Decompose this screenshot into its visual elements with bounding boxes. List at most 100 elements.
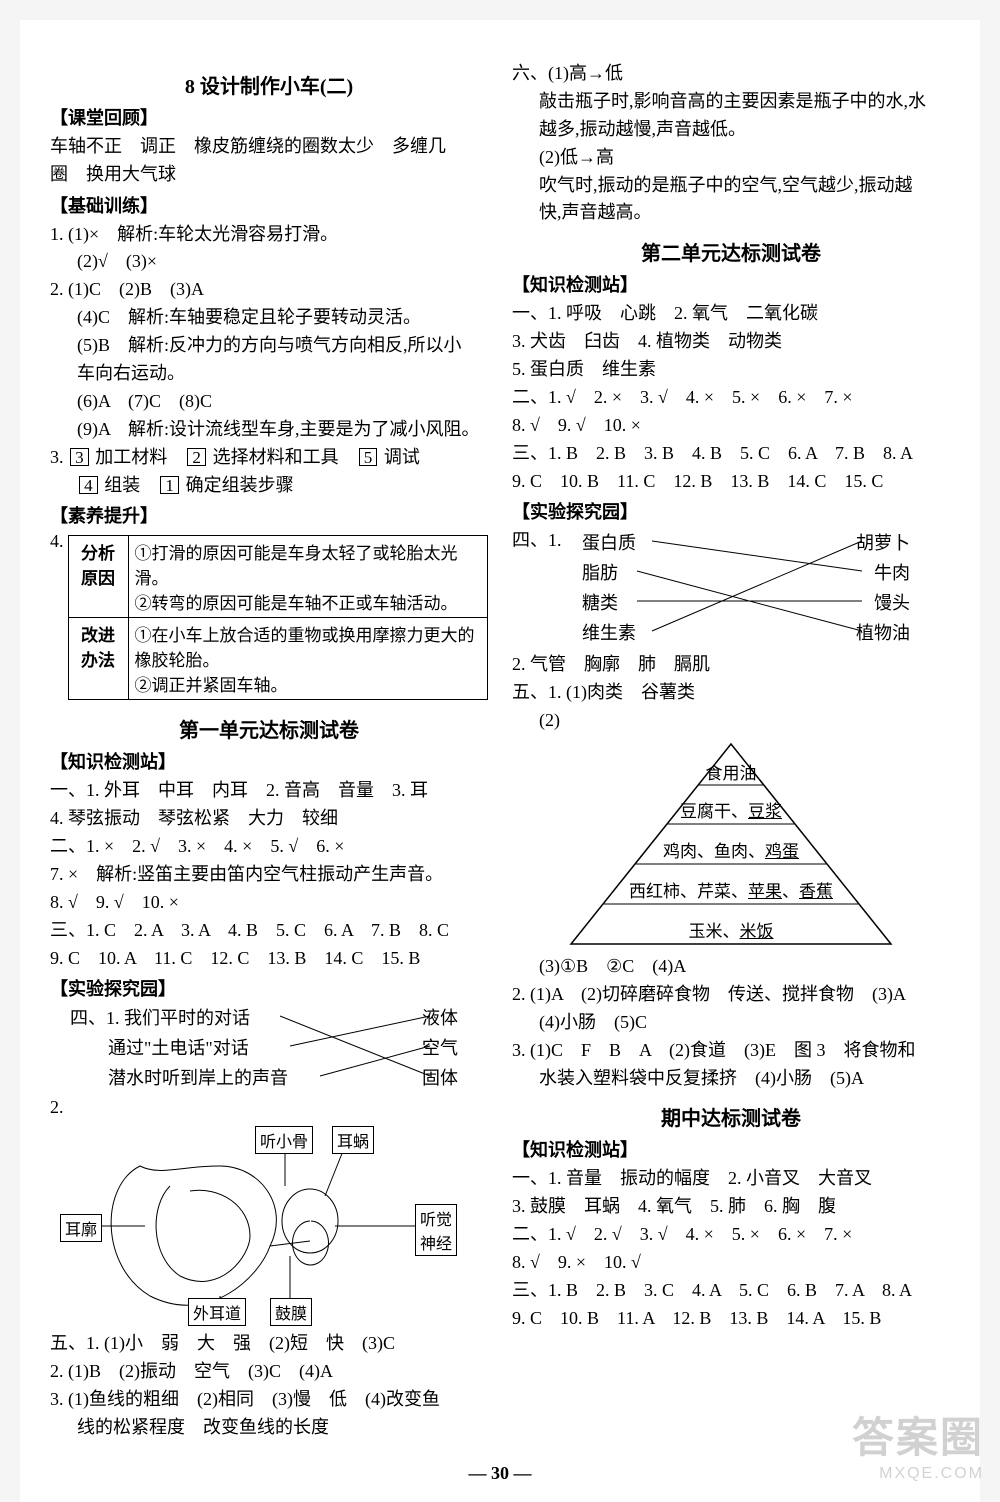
text-line: 三、1. B 2. B 3. B 4. B 5. C 6. A 7. B 8. …: [512, 440, 950, 468]
text-line: (3)①B ②C (4)A: [512, 953, 950, 981]
head-knowledge: 【知识检测站】: [512, 1137, 950, 1165]
text-line: 快,声音越高。: [512, 199, 950, 227]
q3-line1: 3. 3 加工材料 2 选择材料和工具 5 调试: [50, 444, 488, 472]
text-line: 9. C 10. B 11. A 12. B 13. B 14. A 15. B: [512, 1305, 950, 1333]
text-line: 线的松紧程度 改变鱼线的长度: [50, 1414, 488, 1442]
right-column: 六、(1)高→低 敲击瓶子时,影响音高的主要因素是瓶子中的水,水 越多,振动越慢…: [512, 60, 950, 1442]
text-line: 7. × 解析:竖笛主要由笛内空气柱振动产生声音。: [50, 861, 488, 889]
text-line: 五、1. (1)小 弱 大 强 (2)短 快 (3)C: [50, 1330, 488, 1358]
pyr-underline: 鸡蛋: [765, 842, 799, 861]
ear-label-erkuo: 耳廓: [60, 1214, 102, 1242]
food-pyramid: 食用油 豆腐干、豆浆 鸡肉、鱼肉、鸡蛋 西红柿、芹菜、苹果、香蕉 玉米、米饭: [561, 739, 901, 949]
text-line: (2)低→高: [512, 144, 950, 172]
table-cell: ①打滑的原因可能是车身太轻了或轮胎太光滑。 ②转弯的原因可能是车轴不正或车轴活动…: [128, 536, 488, 618]
ear-label-gumo: 鼓膜: [270, 1298, 312, 1326]
text-line: (2): [512, 707, 950, 735]
ear-label-tingjue: 听觉 神经: [415, 1204, 457, 1256]
connection-lines: [70, 1004, 510, 1094]
pyr-text: 鸡肉、鱼肉、: [663, 842, 765, 861]
analysis-table: 分析 原因 ①打滑的原因可能是车身太轻了或轮胎太光滑。 ②转弯的原因可能是车轴不…: [68, 535, 489, 700]
text-line: 二、1. × 2. √ 3. × 4. × 5. √ 6. ×: [50, 833, 488, 861]
step-box: 4: [79, 476, 98, 495]
ear-label-waierdao: 外耳道: [188, 1298, 246, 1326]
text-line: 车轴不正 调正 橡皮筋缠绕的圈数太少 多缠几: [50, 133, 488, 161]
watermark-url: MXQE.COM: [852, 1465, 984, 1483]
step-text: 组装: [100, 475, 159, 495]
text-line: 一、1. 呼吸 心跳 2. 氧气 二氧化碳: [512, 300, 950, 328]
text-line: 8. √ 9. × 10. √: [512, 1249, 950, 1277]
table-cell: ①在小车上放合适的重物或换用摩擦力更大的橡胶轮胎。 ②调正并紧固车轴。: [128, 618, 488, 700]
unit1-title: 第一单元达标测试卷: [50, 714, 488, 743]
text-line: 3. 鼓膜 耳蜗 4. 氧气 5. 肺 6. 胸 腹: [512, 1193, 950, 1221]
pyr-text: 玉米、: [689, 922, 740, 941]
text-line: 3. (1)C F B A (2)食道 (3)E 图 3 将食物和: [512, 1037, 950, 1065]
text-line: (2)√ (3)×: [50, 248, 488, 276]
step-text: 选择材料和工具: [208, 447, 357, 467]
text-line: 3. (1)鱼线的粗细 (2)相同 (3)慢 低 (4)改变鱼: [50, 1386, 488, 1414]
step-box: 5: [359, 448, 378, 467]
ear-label-erwo: 耳蜗: [332, 1126, 374, 1154]
text-line: 1. (1)× 解析:车轮太光滑容易打滑。: [50, 221, 488, 249]
text-line: 二、1. √ 2. √ 3. √ 4. × 5. × 6. × 7. ×: [512, 1221, 950, 1249]
text-line: 吹气时,振动的是瓶子中的空气,空气越少,振动越: [512, 172, 950, 200]
text-line: 越多,振动越慢,声音越低。: [512, 116, 950, 144]
head-experiment: 【实验探究园】: [512, 499, 950, 527]
text-line: (4)C 解析:车轴要稳定且轮子要转动灵活。: [50, 304, 488, 332]
text-line: 2. (1)B (2)振动 空气 (3)C (4)A: [50, 1358, 488, 1386]
pyr-tier: 鸡肉、鱼肉、鸡蛋: [561, 837, 901, 862]
match-prefix: 四、1.: [512, 527, 562, 555]
connection-diagram: 四、1. 我们平时的对话 通过"土电话"对话 潜水时听到岸上的声音 液体 空气 …: [70, 1004, 488, 1094]
text-line: 2. (1)A (2)切碎磨碎食物 传送、搅拌食物 (3)A: [512, 981, 950, 1009]
text-line: 9. C 10. A 11. C 12. C 13. B 14. C 15. B: [50, 945, 488, 973]
unit2-title: 第二单元达标测试卷: [512, 237, 950, 266]
pyr-text: 、: [782, 882, 799, 901]
text-line: 2. 气管 胸廓 肺 膈肌: [512, 651, 950, 679]
q3-prefix: 3.: [50, 447, 68, 467]
head-suyang: 【素养提升】: [50, 503, 488, 531]
text-line: (4)小肠 (5)C: [512, 1009, 950, 1037]
pyr-tier: 食用油: [561, 759, 901, 784]
text-line: 三、1. C 2. A 3. A 4. B 5. C 6. A 7. B 8. …: [50, 917, 488, 945]
pyr-underline: 米饭: [740, 922, 774, 941]
step-box: 1: [160, 476, 179, 495]
watermark: 答案圈 MXQE.COM: [852, 1404, 984, 1483]
pyr-underline: 苹果: [748, 882, 782, 901]
pyr-underline: 香蕉: [799, 882, 833, 901]
step-text: 加工材料: [91, 447, 186, 467]
match-diagram: 蛋白质 脂肪 糖类 维生素 胡萝卜 牛肉 馒头 植物油: [582, 529, 950, 649]
text-line: 敲击瓶子时,影响音高的主要因素是瓶子中的水,水: [512, 88, 950, 116]
head-knowledge: 【知识检测站】: [512, 272, 950, 300]
text-line: (6)A (7)C (8)C: [50, 388, 488, 416]
ear-diagram: 耳廓 听小骨 耳蜗 听觉 神经 外耳道 鼓膜: [60, 1126, 480, 1326]
q2-ear: 2.: [50, 1094, 488, 1122]
text-line: 水装入塑料袋中反复揉挤 (4)小肠 (5)A: [512, 1065, 950, 1093]
table-cell: 改进 办法: [68, 618, 128, 700]
table-cell: 分析 原因: [68, 536, 128, 618]
section-8-title: 8 设计制作小车(二): [50, 70, 488, 99]
text-line: (5)B 解析:反冲力的方向与喷气方向相反,所以小: [50, 332, 488, 360]
page: 8 设计制作小车(二) 【课堂回顾】 车轴不正 调正 橡皮筋缠绕的圈数太少 多缠…: [20, 20, 980, 1502]
midterm-title: 期中达标测试卷: [512, 1102, 950, 1131]
text-line: (9)A 解析:设计流线型车身,主要是为了减小风阻。: [50, 416, 488, 444]
text-line: 一、1. 外耳 中耳 内耳 2. 音高 音量 3. 耳: [50, 777, 488, 805]
page-number: — 30 —: [469, 1463, 532, 1484]
pyr-tier: 西红柿、芹菜、苹果、香蕉: [561, 877, 901, 902]
pyr-tier: 豆腐干、豆浆: [561, 797, 901, 822]
text-line: 4. 琴弦振动 琴弦松紧 大力 较细: [50, 805, 488, 833]
step-box: 2: [187, 448, 206, 467]
head-classroom: 【课堂回顾】: [50, 105, 488, 133]
text-line: 2. (1)C (2)B (3)A: [50, 276, 488, 304]
text-line: 圈 换用大气球: [50, 161, 488, 189]
q4-wrapper: 4. 分析 原因 ①打滑的原因可能是车身太轻了或轮胎太光滑。 ②转弯的原因可能是…: [50, 531, 488, 704]
text-line: 8. √ 9. √ 10. ×: [50, 889, 488, 917]
table-row: 改进 办法 ①在小车上放合适的重物或换用摩擦力更大的橡胶轮胎。 ②调正并紧固车轴…: [68, 618, 488, 700]
pyr-underline: 豆浆: [748, 802, 782, 821]
step-box: 3: [70, 448, 89, 467]
head-knowledge: 【知识检测站】: [50, 749, 488, 777]
match-lines: [582, 529, 950, 649]
table-row: 分析 原因 ①打滑的原因可能是车身太轻了或轮胎太光滑。 ②转弯的原因可能是车轴不…: [68, 536, 488, 618]
head-experiment: 【实验探究园】: [50, 976, 488, 1004]
text-line: 车向右运动。: [50, 360, 488, 388]
q3-line2: 4 组装 1 确定组装步骤: [50, 472, 488, 500]
text-line: 5. 蛋白质 维生素: [512, 356, 950, 384]
